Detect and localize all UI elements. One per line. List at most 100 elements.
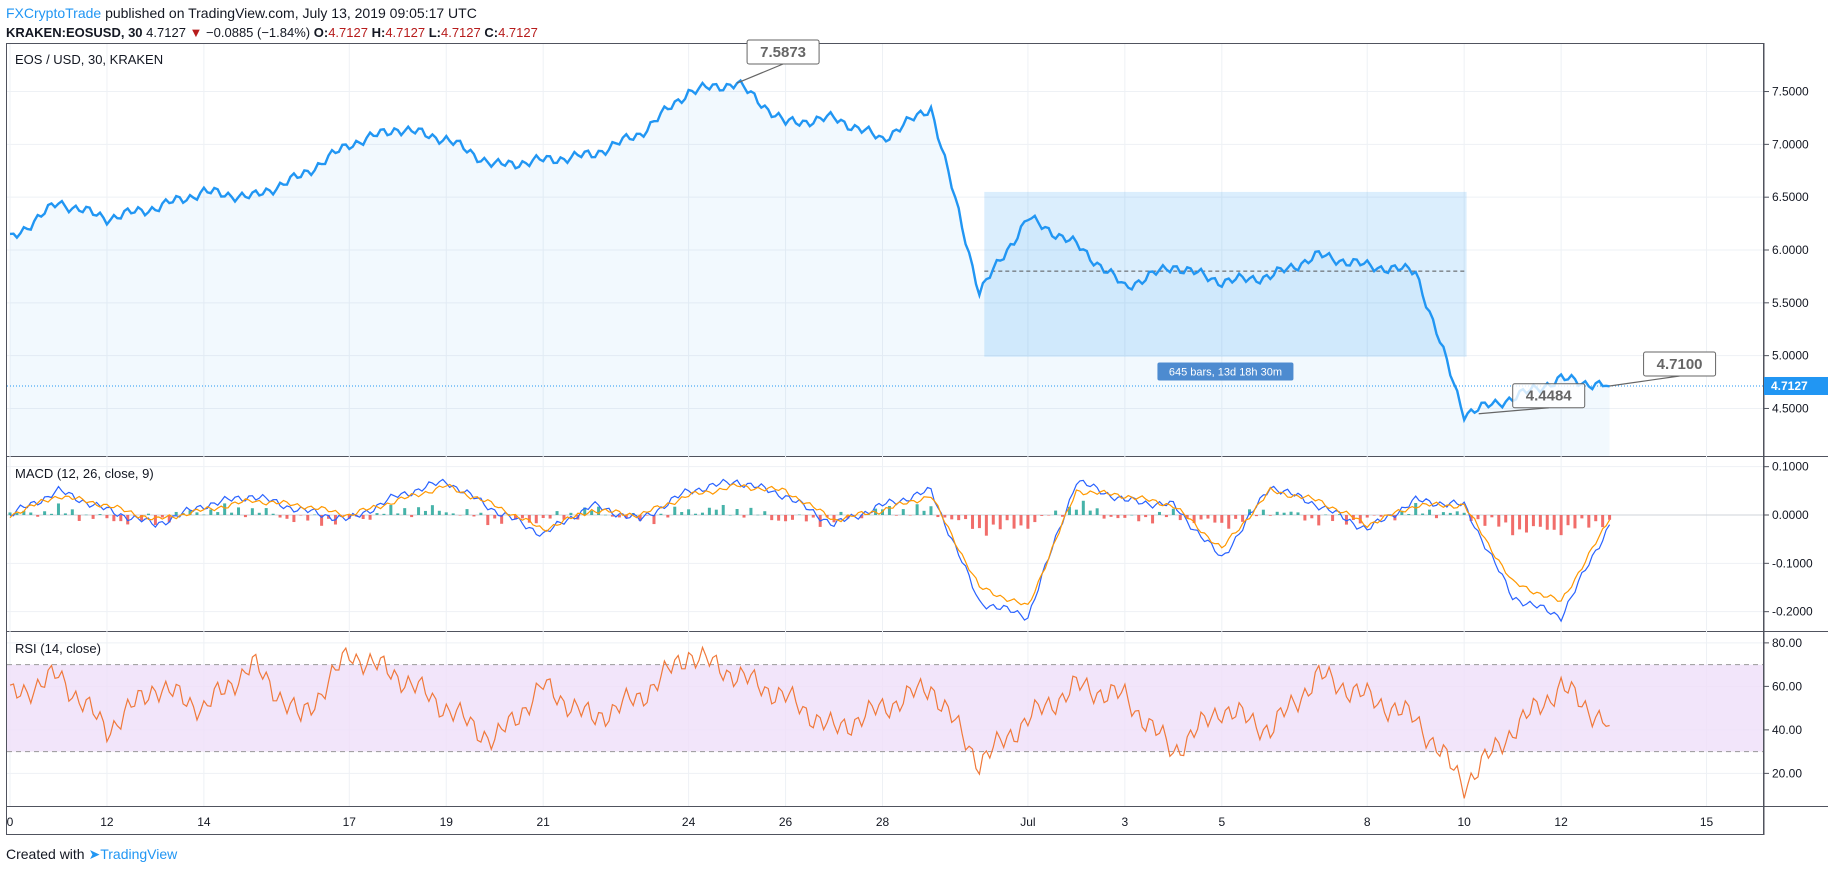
macd-histogram-bar — [1067, 506, 1071, 515]
x-tick-label: 15 — [1700, 815, 1714, 829]
macd-histogram-bar — [84, 514, 88, 516]
macd-histogram-bar — [562, 515, 566, 520]
open-label: O: — [313, 25, 329, 40]
macd-histogram-bar — [1095, 508, 1099, 515]
macd-histogram-bar — [957, 515, 961, 521]
macd-histogram-bar — [1268, 515, 1272, 516]
macd-histogram-bar — [1081, 500, 1085, 515]
macd-histogram-bar — [299, 515, 303, 516]
macd-histogram-bar — [216, 512, 220, 515]
y-tick-label: 20.00 — [1772, 766, 1802, 780]
macd-histogram-bar — [998, 515, 1002, 530]
macd-histogram-bar — [1254, 515, 1258, 517]
macd-histogram-bar — [673, 506, 677, 515]
x-tick-label: 28 — [876, 815, 890, 829]
macd-histogram-bar — [749, 507, 753, 515]
macd-histogram-bar — [1414, 502, 1418, 515]
macd-histogram-bar — [1566, 515, 1570, 526]
macd-histogram-bar — [105, 515, 109, 519]
macd-histogram-bar — [1109, 515, 1113, 517]
macd-histogram-bar — [223, 503, 227, 515]
macd-histogram-bar — [977, 515, 981, 529]
footer: Created with ➤TradingView — [6, 846, 177, 863]
high-callout: 7.5873 — [736, 39, 820, 84]
macd-histogram-bar — [714, 509, 718, 515]
macd-histogram-bar — [1518, 515, 1522, 530]
macd-histogram-bar — [1421, 513, 1425, 515]
last-callout: 4.7100 — [1609, 351, 1717, 387]
macd-histogram-bar — [1199, 515, 1203, 520]
macd-histogram-bar — [950, 515, 954, 520]
x-tick-label: 12 — [100, 815, 114, 829]
macd-histogram-bar — [548, 515, 552, 519]
signal-line — [9, 482, 1611, 606]
macd-histogram-bar — [327, 515, 331, 519]
macd-histogram-bar — [306, 515, 310, 521]
macd-histogram-bar — [908, 515, 912, 516]
macd-histogram-bar — [583, 507, 587, 515]
macd-histogram-bar — [590, 510, 594, 515]
macd-histogram-bar — [250, 508, 254, 515]
macd-histogram-bar — [1531, 515, 1535, 527]
macd-histogram-bar — [1192, 515, 1196, 524]
macd-histogram — [8, 500, 1612, 536]
high-value: 4.7127 — [385, 25, 426, 40]
macd-histogram-bar — [396, 513, 400, 515]
macd-histogram-bar — [1026, 515, 1030, 529]
macd-histogram-bar — [1448, 512, 1452, 515]
macd-histogram-bar — [1047, 515, 1051, 516]
macd-histogram-bar — [146, 513, 150, 515]
macd-histogram-bar — [770, 515, 774, 521]
macd-histogram-bar — [1511, 515, 1515, 536]
macd-histogram-bar — [500, 515, 504, 524]
macd-histogram-bar — [1074, 509, 1078, 515]
macd-histogram-bar — [638, 515, 642, 521]
macd-histogram-bar — [811, 515, 815, 518]
last-callout-label: 4.7100 — [1657, 356, 1703, 373]
macd-histogram-bar — [1213, 515, 1217, 523]
y-tick-label: 7.0000 — [1772, 137, 1809, 151]
macd-histogram-bar — [1490, 515, 1494, 518]
macd-histogram-bar — [1601, 515, 1605, 528]
macd-histogram-bar — [936, 515, 940, 518]
macd-histogram-bar — [1552, 515, 1556, 530]
macd-histogram-bar — [472, 515, 476, 517]
macd-histogram-bar — [1227, 515, 1231, 529]
macd-histogram-bar — [1185, 515, 1189, 519]
range-info-label: 645 bars, 13d 18h 30m — [1169, 366, 1282, 378]
y-tick-label: 6.5000 — [1772, 190, 1809, 204]
x-tick-label: 3 — [1122, 815, 1129, 829]
tradingview-link[interactable]: TradingView — [100, 846, 178, 862]
macd-histogram-bar — [846, 515, 850, 519]
macd-histogram-bar — [1206, 515, 1210, 519]
macd-histogram-bar — [36, 515, 40, 517]
macd-histogram-bar — [929, 506, 933, 515]
macd-histogram-bar — [1040, 515, 1044, 516]
author-link[interactable]: FXCryptoTrade — [6, 5, 102, 21]
macd-histogram-bar — [1428, 509, 1432, 515]
macd-histogram-bar — [423, 510, 427, 515]
macd-histogram-bar — [1608, 515, 1612, 520]
y-tick-label: 6.0000 — [1772, 243, 1809, 257]
price-line — [9, 78, 1610, 424]
macd-histogram-bar — [1282, 512, 1286, 515]
macd-histogram-bar — [417, 507, 421, 515]
macd-histogram-bar — [1012, 515, 1016, 529]
macd-histogram-bar — [278, 515, 282, 518]
macd-histogram-bar — [694, 513, 698, 515]
macd-histogram-bar — [465, 509, 469, 515]
macd-histogram-bar — [1054, 510, 1058, 515]
macd-histogram-bar — [1462, 512, 1466, 515]
header-line-1: FXCryptoTrade published on TradingView.c… — [6, 4, 538, 23]
change-value: −0.0885 (−1.84%) — [206, 25, 311, 40]
low-value: 4.7127 — [440, 25, 481, 40]
y-tick-label: 5.0000 — [1772, 349, 1809, 363]
macd-histogram-bar — [340, 515, 344, 516]
macd-histogram-bar — [1220, 515, 1224, 523]
close-value: 4.7127 — [498, 25, 538, 40]
macd-histogram-bar — [444, 512, 448, 515]
header-line-2: KRAKEN:EOSUSD, 30 4.7127 ▼ −0.0885 (−1.8… — [6, 23, 538, 42]
y-tick-label: -0.2000 — [1772, 605, 1813, 619]
macd-histogram-bar — [479, 512, 483, 515]
